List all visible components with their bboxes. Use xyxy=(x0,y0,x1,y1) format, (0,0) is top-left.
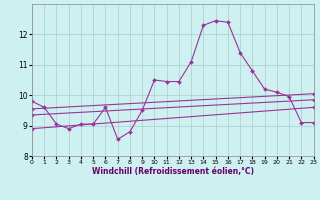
X-axis label: Windchill (Refroidissement éolien,°C): Windchill (Refroidissement éolien,°C) xyxy=(92,167,254,176)
